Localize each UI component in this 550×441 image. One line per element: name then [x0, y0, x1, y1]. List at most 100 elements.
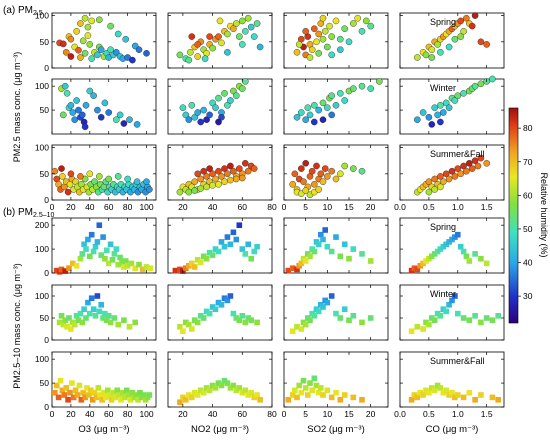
- data-point: [230, 167, 237, 175]
- data-point: [429, 315, 435, 321]
- data-point: [92, 243, 99, 250]
- panel-frame: [399, 284, 505, 341]
- data-point: [206, 165, 213, 172]
- data-point: [75, 46, 82, 54]
- data-point: [251, 248, 257, 255]
- data-point: [191, 114, 198, 121]
- data-point: [77, 310, 84, 317]
- data-point: [232, 175, 240, 183]
- data-point: [182, 111, 190, 119]
- y-tick-label: 50: [40, 105, 50, 115]
- data-point: [451, 35, 459, 43]
- data-point: [105, 109, 112, 116]
- data-point: [466, 389, 473, 396]
- data-point: [414, 324, 421, 330]
- data-point: [431, 251, 438, 257]
- data-point: [183, 265, 189, 271]
- data-point: [200, 106, 207, 114]
- data-point: [250, 33, 258, 40]
- data-point: [341, 162, 349, 170]
- data-point: [471, 12, 479, 19]
- data-point: [242, 387, 249, 394]
- data-point: [359, 251, 365, 257]
- data-point: [310, 25, 318, 33]
- data-point: [185, 56, 193, 64]
- data-point: [84, 385, 90, 391]
- x-tick-label: 0: [282, 202, 287, 212]
- data-point: [336, 35, 344, 43]
- data-point: [87, 310, 93, 317]
- data-point: [221, 377, 228, 384]
- data-point: [143, 264, 150, 270]
- y-tick-label: 0: [44, 335, 49, 345]
- data-point: [311, 375, 318, 382]
- data-point: [310, 180, 318, 188]
- data-point: [209, 382, 216, 389]
- data-point: [132, 319, 138, 326]
- data-point: [114, 173, 122, 180]
- data-point: [212, 246, 219, 252]
- data-point: [463, 253, 470, 260]
- data-point: [197, 259, 204, 265]
- x-tick-label: 20: [66, 409, 76, 419]
- data-point: [78, 397, 85, 403]
- data-point: [224, 102, 231, 109]
- data-point: [315, 308, 322, 315]
- data-point: [189, 260, 195, 267]
- panel-a-summerfall-o3: 0 50 100 0 20 40 60 80 100: [35, 143, 157, 212]
- data-point: [460, 162, 467, 170]
- data-point: [71, 116, 78, 123]
- data-point: [121, 317, 127, 323]
- data-point: [437, 102, 444, 109]
- data-point: [422, 51, 430, 59]
- data-point: [188, 102, 196, 109]
- season-label: Summer&Fall: [430, 356, 485, 366]
- data-point: [185, 188, 193, 196]
- data-point: [114, 387, 120, 394]
- data-point: [67, 389, 73, 396]
- data-point: [310, 118, 318, 126]
- data-point: [328, 92, 336, 99]
- data-point: [177, 399, 183, 405]
- data-point: [420, 326, 426, 332]
- panel-b-spring-co: Spring: [399, 217, 505, 274]
- data-point: [375, 78, 383, 85]
- data-point: [457, 170, 465, 178]
- data-point: [437, 118, 444, 126]
- panel-a-spring-no2: [167, 12, 273, 69]
- data-point: [77, 255, 84, 262]
- data-point: [328, 394, 335, 401]
- data-point: [431, 175, 439, 183]
- data-point: [323, 173, 331, 180]
- data-point: [94, 239, 101, 245]
- data-point: [420, 260, 426, 267]
- data-point: [227, 162, 234, 170]
- data-point: [122, 394, 128, 401]
- data-point: [463, 167, 470, 175]
- panel-b-label: (b) PM2.5–10: [3, 207, 55, 219]
- data-point: [238, 17, 246, 25]
- data-point: [194, 41, 201, 48]
- x-tick-label: 1.5: [481, 202, 493, 212]
- x-tick-label: 80: [267, 409, 277, 419]
- y-tick-label: 50: [40, 37, 50, 47]
- y-tick-label: 0: [44, 63, 49, 73]
- x-axis-title-so2: SO2 (μg m⁻³): [307, 424, 364, 435]
- data-point: [143, 50, 150, 57]
- data-point: [62, 317, 68, 323]
- data-point: [104, 247, 110, 254]
- data-point: [105, 387, 111, 394]
- data-point: [289, 265, 296, 271]
- data-point: [451, 173, 459, 180]
- data-point: [201, 55, 209, 62]
- data-point: [135, 397, 141, 403]
- data-point: [215, 94, 222, 102]
- data-point: [79, 37, 87, 45]
- data-point: [103, 394, 109, 401]
- data-point: [472, 313, 478, 319]
- data-point: [51, 167, 59, 175]
- data-point: [81, 50, 89, 57]
- season-label: Winter: [430, 83, 456, 93]
